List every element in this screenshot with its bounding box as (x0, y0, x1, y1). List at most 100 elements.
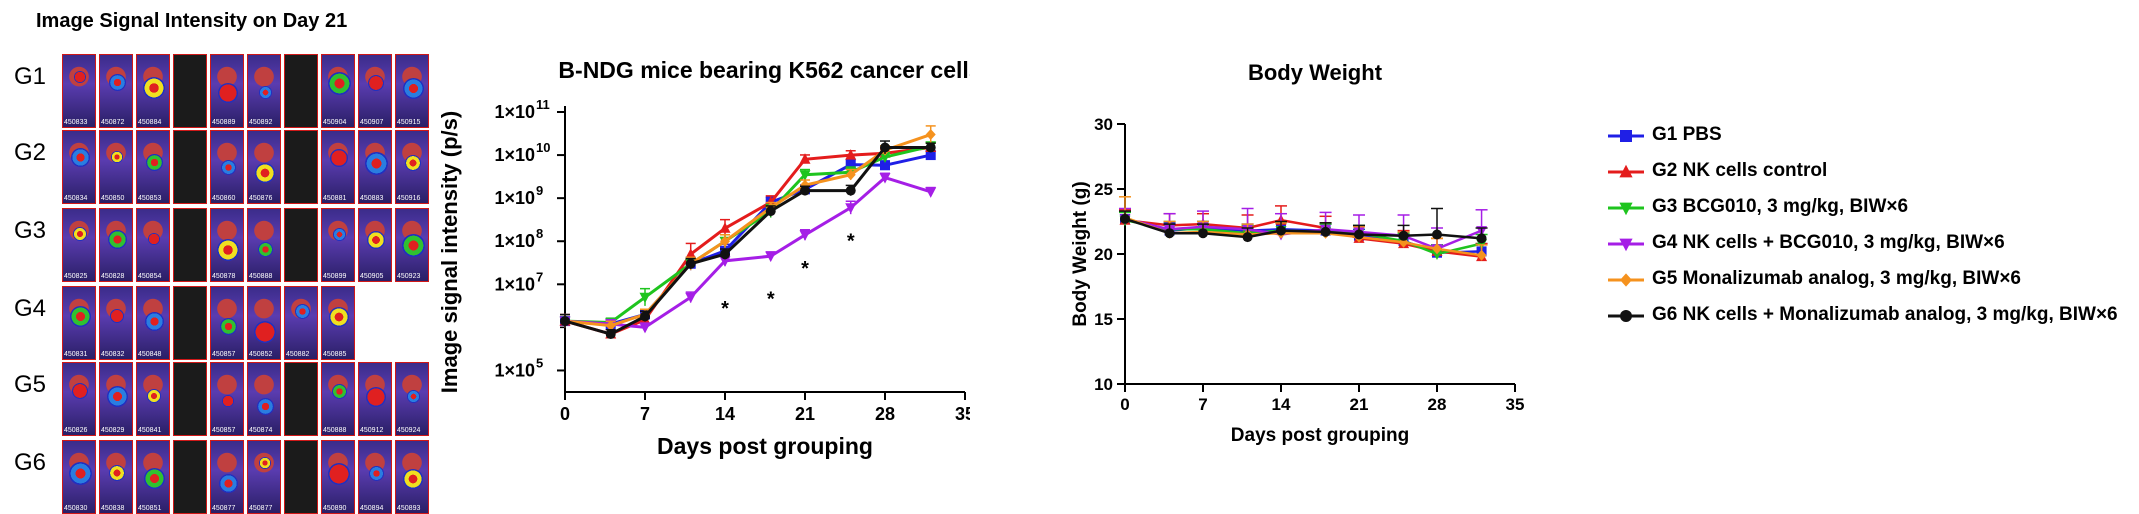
mouse-id: 450881 (323, 195, 347, 202)
signal-spot (258, 86, 272, 99)
significance-mark: * (847, 230, 855, 252)
signal-spot (364, 152, 388, 175)
mouse-id: 450831 (64, 351, 88, 358)
group-row-label: G6 (14, 449, 47, 476)
legend-label: G5 Monalizumab analog, 3 mg/kg, BIW×6 (1652, 268, 2021, 289)
signal-spot (72, 383, 88, 399)
mouse-image: 450857 (210, 362, 244, 436)
significance-mark: * (801, 258, 809, 280)
legend-marker (1608, 310, 1644, 322)
signal-spot (329, 307, 349, 327)
x-tick-label: 0 (560, 404, 570, 424)
mouse-id: 450888 (323, 427, 347, 434)
mouse-id: 450907 (360, 119, 384, 126)
mouse-image: 450834 (62, 130, 96, 204)
y-tick-label: 1×10 (494, 360, 535, 380)
mouse-image (173, 440, 207, 514)
mouse-id: 450877 (212, 505, 236, 512)
legend-item: G5 Monalizumab analog, 3 mg/kg, BIW×6 (1606, 268, 2021, 304)
data-point (605, 320, 616, 332)
series-1 (560, 150, 936, 329)
legend-label: G1 PBS (1652, 124, 1722, 145)
x-tick-label: 14 (715, 404, 735, 424)
mouse-image: 450841 (136, 362, 170, 436)
mouse-id: 450884 (138, 119, 162, 126)
mouse-id: 450889 (212, 119, 236, 126)
signal-spot (259, 457, 271, 469)
signal-intensity-chart: B-NDG mice bearing K562 cancer cells 0 7 14… (437, 57, 970, 459)
mouse-id: 450876 (249, 195, 273, 202)
data-point (800, 185, 810, 196)
data-point (1619, 238, 1633, 252)
legend-marker (1608, 273, 1644, 287)
mouse-id: 450894 (360, 505, 384, 512)
mouse-image: 450833 (62, 54, 96, 128)
mouse-image (284, 362, 318, 436)
y-tick-label: 1×10 (494, 102, 535, 122)
mouse-image: 450850 (99, 130, 133, 204)
y-tick-label: 15 (1094, 310, 1113, 329)
signal-spot (294, 304, 310, 319)
mouse-image (284, 54, 318, 128)
legend-label: G2 NK cells control (1652, 160, 1828, 181)
signal-spot (405, 155, 421, 171)
signal-spot (148, 233, 160, 245)
group-row-label: G5 (14, 371, 47, 398)
signal-spot (330, 149, 348, 167)
image-strip: 450833 450872 450884 450889 450892 450904 4509… (62, 54, 429, 128)
mouse-id: 450912 (360, 427, 384, 434)
mouse-id: 450841 (138, 427, 162, 434)
signal-spot (402, 78, 424, 99)
chart-title: Body Weight (1248, 60, 1383, 85)
series-line (1124, 217, 1482, 240)
mouse-image (284, 440, 318, 514)
mouse-image: 450857 (210, 286, 244, 360)
group-row-label: G2 (14, 139, 47, 166)
data-point (1198, 228, 1208, 239)
mouse-image: 450923 (395, 208, 429, 282)
x-axis-label: Days post grouping (1231, 425, 1409, 446)
signal-spot (111, 151, 123, 163)
mouse-image: 450826 (62, 362, 96, 436)
y-tick-label: 25 (1094, 180, 1113, 199)
y-tick-exponent: 11 (536, 97, 550, 112)
data-point (1432, 243, 1442, 255)
mouse-image: 450877 (247, 440, 281, 514)
mouse-id: 450905 (360, 273, 384, 280)
signal-spot (366, 387, 386, 407)
mouse-id: 450828 (101, 273, 125, 280)
mouse-image: 450904 (321, 54, 355, 128)
mouse-id: 450857 (212, 427, 236, 434)
mouse-image: 450838 (99, 440, 133, 514)
mouse-image (284, 208, 318, 282)
y-tick-exponent: 5 (536, 355, 543, 370)
data-point (1164, 228, 1175, 239)
signal-spot (220, 160, 236, 175)
data-point (1620, 130, 1632, 142)
mouse-id: 450833 (64, 119, 88, 126)
data-point (845, 169, 856, 181)
image-strip: 450825 450828 450854 450878 450888 450899 4509… (62, 208, 429, 282)
signal-spot (367, 231, 385, 249)
mouse-id: 450874 (249, 427, 273, 434)
data-point (765, 206, 776, 217)
mouse-image: 450853 (136, 130, 170, 204)
signal-spot (143, 77, 165, 99)
mouse-image: 450885 (321, 286, 355, 360)
signal-spot (257, 242, 273, 257)
y-tick-label: 1×10 (494, 145, 535, 165)
mouse-image: 450825 (62, 208, 96, 282)
mouse-image: 450881 (321, 130, 355, 204)
signal-spot (70, 148, 90, 167)
signal-spot (147, 389, 161, 403)
y-tick-exponent: 10 (536, 140, 550, 155)
data-point (1398, 230, 1409, 241)
data-point (925, 129, 936, 141)
mouse-image: 450832 (99, 286, 133, 360)
data-point (1276, 225, 1286, 236)
legend-label: G4 NK cells + BCG010, 3 mg/kg, BIW×6 (1652, 232, 2005, 253)
mouse-id: 450899 (323, 273, 347, 280)
series-6 (560, 140, 936, 340)
mouse-image: 450854 (136, 208, 170, 282)
series-line (564, 175, 932, 329)
